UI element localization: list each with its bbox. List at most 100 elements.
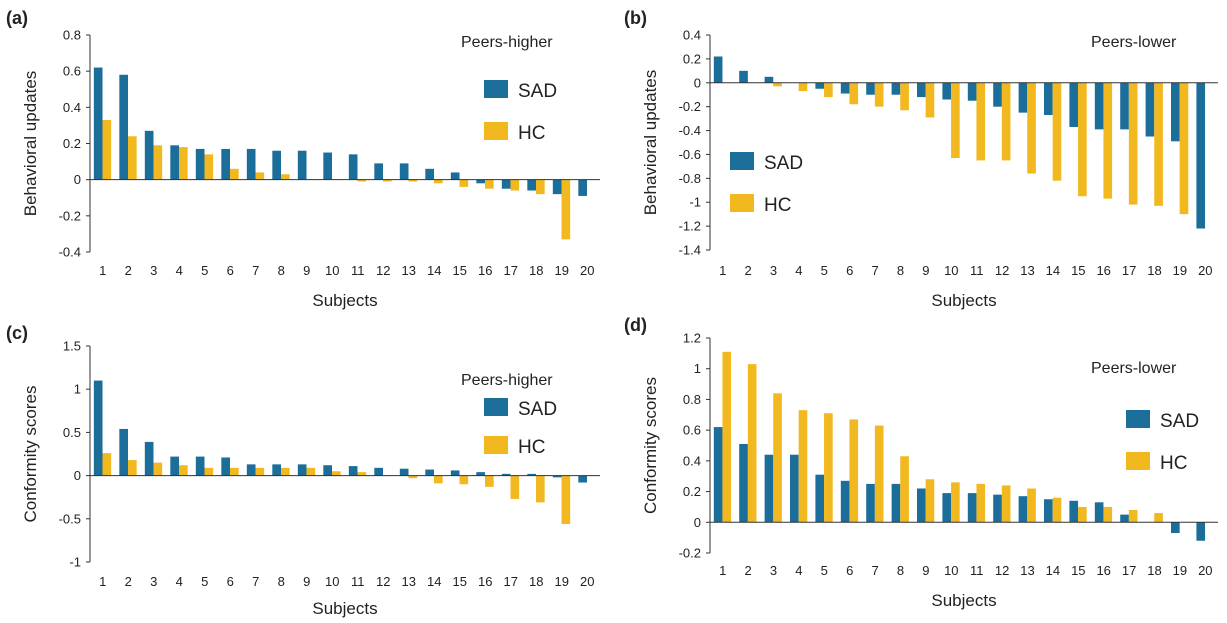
y-tick-label: 0.2 — [63, 136, 81, 151]
bar-hc-subject-14 — [1052, 82, 1062, 181]
y-tick-label: 1.5 — [63, 339, 81, 354]
y-tick-label: 0.4 — [683, 28, 701, 43]
x-tick-label: 16 — [1096, 563, 1110, 578]
x-tick-label: 18 — [1147, 263, 1161, 278]
x-tick-label: 7 — [871, 263, 878, 278]
y-tick-label: 0.8 — [683, 392, 701, 407]
bar-hc-subject-19 — [1179, 82, 1189, 215]
bar-sad-subject-9 — [297, 464, 307, 476]
bar-sad-subject-1 — [93, 67, 103, 180]
bar-sad-subject-2 — [739, 443, 748, 523]
bar-sad-subject-14 — [1044, 499, 1053, 523]
bar-hc-subject-4 — [798, 410, 808, 523]
bar-hc-subject-11 — [357, 472, 367, 476]
bar-hc-subject-11 — [357, 179, 367, 182]
x-tick-label: 17 — [1122, 563, 1136, 578]
x-tick-label: 10 — [944, 263, 958, 278]
y-tick-label: -1 — [69, 555, 81, 570]
x-tick-label: 11 — [970, 263, 984, 278]
bar-hc-subject-3 — [153, 462, 163, 476]
x-tick-label: 13 — [1020, 263, 1034, 278]
y-tick-label: 0 — [74, 468, 81, 483]
x-axis-label: Subjects — [931, 291, 996, 310]
panel-annotation: Peers-lower — [1091, 360, 1177, 377]
bar-sad-subject-4 — [170, 456, 179, 476]
x-tick-label: 6 — [846, 563, 853, 578]
bar-hc-subject-11 — [976, 82, 986, 161]
bar-sad-subject-1 — [713, 56, 723, 83]
bar-sad-subject-15 — [1069, 500, 1079, 523]
bar-hc-subject-6 — [849, 419, 859, 523]
x-tick-label: 4 — [795, 563, 802, 578]
x-tick-label: 7 — [252, 574, 259, 589]
bar-hc-subject-18 — [536, 179, 545, 195]
bar-sad-subject-6 — [221, 457, 230, 476]
bar-sad-subject-6 — [840, 480, 850, 523]
x-tick-label: 20 — [580, 574, 594, 589]
bar-sad-subject-16 — [1094, 82, 1104, 130]
bar-hc-subject-11 — [976, 483, 986, 523]
x-tick-label: 5 — [201, 574, 208, 589]
bar-hc-subject-18 — [1154, 82, 1163, 206]
bar-hc-subject-12 — [1001, 485, 1011, 523]
x-tick-label: 10 — [944, 563, 958, 578]
chart-panel-2: 0.40.20-0.2-0.4-0.6-0.8-1-1.2-1.41 2 3 4 5 6 7… — [624, 8, 1218, 310]
bar-sad-subject-10 — [323, 152, 332, 180]
bar-sad-subject-11 — [348, 466, 358, 476]
x-tick-label: 2 — [125, 574, 132, 589]
y-tick-label: 0.5 — [63, 425, 81, 440]
x-tick-label: 18 — [1147, 563, 1161, 578]
bar-sad-subject-13 — [399, 468, 409, 476]
x-tick-label: 3 — [770, 263, 777, 278]
panel-label: (a) — [6, 8, 28, 28]
panel-annotation: Peers-lower — [1091, 34, 1177, 51]
y-tick-label: -0.2 — [679, 99, 701, 114]
bar-hc-subject-5 — [824, 82, 833, 98]
y-axis-label: Behavioral updates — [21, 71, 40, 217]
bar-hc-subject-4 — [798, 82, 808, 92]
bar-sad-subject-7 — [866, 82, 875, 95]
bar-sad-subject-9 — [917, 82, 926, 98]
legend-label-hc: HC — [518, 437, 545, 458]
x-tick-label: 9 — [922, 563, 929, 578]
bar-sad-subject-20 — [578, 475, 587, 483]
bar-hc-subject-19 — [561, 475, 571, 524]
y-tick-label: -0.6 — [679, 147, 701, 162]
bar-sad-subject-19 — [552, 179, 562, 195]
panel-annotation: Peers-higher — [461, 372, 553, 389]
bar-hc-subject-13 — [408, 179, 418, 182]
x-tick-label: 6 — [227, 263, 234, 278]
x-tick-label: 13 — [402, 263, 416, 278]
bar-sad-subject-17 — [1120, 82, 1129, 130]
bar-sad-subject-10 — [942, 82, 952, 100]
y-tick-label: -0.2 — [59, 208, 81, 223]
x-tick-label: 20 — [1198, 263, 1212, 278]
bar-sad-subject-3 — [764, 76, 774, 83]
bar-sad-subject-19 — [552, 475, 562, 478]
bar-hc-subject-16 — [1103, 506, 1113, 523]
panel-label: (d) — [624, 315, 647, 335]
bar-sad-subject-17 — [501, 179, 511, 189]
y-tick-label: 0.6 — [63, 64, 81, 79]
bar-hc-subject-14 — [1052, 497, 1062, 523]
y-tick-label: 0.8 — [63, 28, 81, 43]
bar-hc-subject-15 — [459, 475, 469, 485]
bar-sad-subject-15 — [450, 470, 460, 476]
bar-sad-subject-18 — [1145, 82, 1155, 137]
bar-sad-subject-5 — [195, 456, 205, 476]
y-tick-label: 0.2 — [683, 484, 701, 499]
bar-sad-subject-8 — [891, 483, 901, 523]
panel-annotation: Peers-higher — [461, 34, 553, 51]
bar-hc-subject-10 — [332, 471, 341, 476]
x-tick-label: 5 — [821, 563, 828, 578]
bar-hc-subject-4 — [178, 465, 188, 476]
y-tick-label: -1.4 — [679, 243, 701, 258]
panel-label: (b) — [624, 8, 647, 28]
x-tick-label: 9 — [303, 263, 310, 278]
x-tick-label: 16 — [1096, 263, 1110, 278]
x-tick-label: 4 — [176, 263, 183, 278]
x-tick-label: 4 — [176, 574, 183, 589]
bar-hc-subject-17 — [1128, 82, 1138, 205]
y-tick-label: 0.2 — [683, 51, 701, 66]
y-axis-label: Conformity scores — [21, 386, 40, 523]
